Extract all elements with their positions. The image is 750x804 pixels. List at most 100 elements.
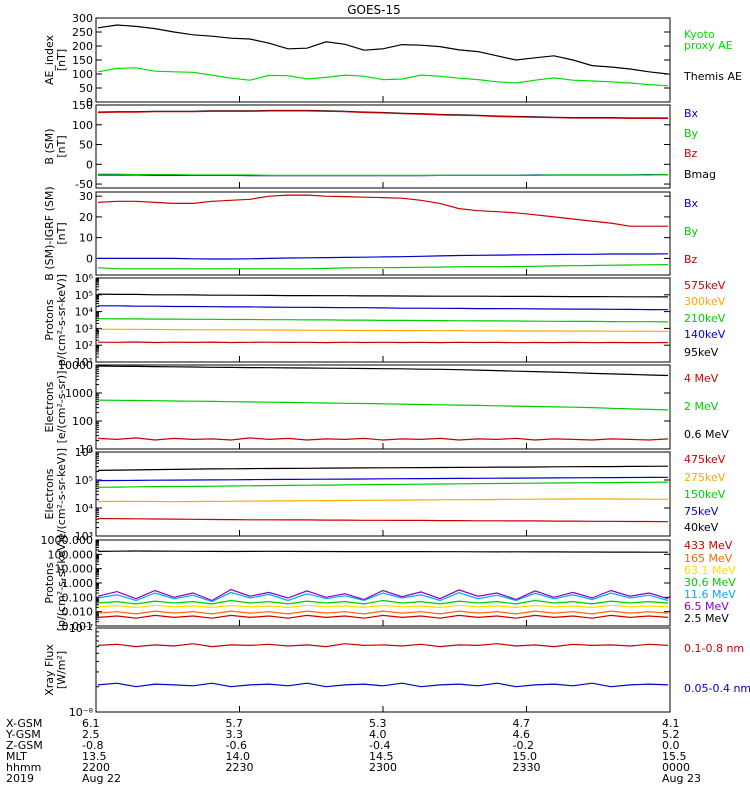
y-tick-label: 20 xyxy=(79,211,93,224)
axis-table-cell: -0.8 xyxy=(82,739,103,752)
series-by xyxy=(97,264,669,270)
y-tick-label: 50 xyxy=(79,139,93,152)
y-tick-label: 1.000 xyxy=(62,577,94,590)
legend-bz: Bz xyxy=(684,253,698,266)
y-tick-label: 10⁵ xyxy=(75,289,93,302)
axis-table-cell: 5.7 xyxy=(226,717,244,730)
legend-2-5-mev: 2.5 MeV xyxy=(684,612,729,625)
series-475kev xyxy=(97,517,669,523)
axis-table-cell: Aug 23 xyxy=(662,772,701,785)
panel-frame xyxy=(95,627,671,713)
legend-2-mev: 2 MeV xyxy=(684,400,719,413)
axis-table-cell: 0.0 xyxy=(662,739,680,752)
y-tick-label: 10³ xyxy=(75,530,93,543)
y-axis-label: Electrons xyxy=(43,468,56,519)
axis-table-cell: 4.1 xyxy=(662,717,680,730)
series-11-6-mev xyxy=(97,591,669,603)
series-0-6-mev xyxy=(97,365,669,377)
y-axis-label: Xray Flux xyxy=(43,644,56,696)
legend-210kev: 210keV xyxy=(684,312,726,325)
series-2-5-mev xyxy=(97,550,668,553)
y-tick-label: 0 xyxy=(86,96,93,109)
y-tick-label: 0.001 xyxy=(62,620,94,633)
series-75kev xyxy=(97,476,669,482)
legend-kyoto: Kyoto xyxy=(684,28,715,41)
y-axis-label: [p/(cm²-s-sr-keV)] xyxy=(55,535,68,632)
y-tick-label: 300 xyxy=(72,12,93,25)
legend-by: By xyxy=(684,225,699,238)
series-bx xyxy=(98,253,669,260)
series-210kev xyxy=(97,318,669,323)
y-tick-label: 10.000 xyxy=(55,563,94,576)
axis-row-label: X-GSM xyxy=(6,717,42,730)
series-by xyxy=(98,173,669,176)
axis-table-cell: 15.0 xyxy=(513,750,538,763)
series-4-mev xyxy=(97,437,669,441)
legend-575kev: 575keV xyxy=(684,279,726,292)
legend-bx: Bx xyxy=(684,197,699,210)
panel-4: 10⁶ 10⁵ 10⁴ 10³ 10² 10¹ Protons p/(cm²-s-sr-keV… xyxy=(43,272,726,369)
y-tick-label: 1000.000 xyxy=(41,534,94,547)
series-themis-ae xyxy=(97,24,669,75)
axis-table-cell: 2300 xyxy=(369,761,397,774)
legend-0-05-0-4-nm: 0.05-0.4 nm xyxy=(684,682,750,695)
legend-bz: Bz xyxy=(684,147,698,160)
panel-3: 30 20 10 0 B (SM)-IGRF (SM) [nT] Bx By Bz xyxy=(43,186,699,280)
y-tick-label: 10 xyxy=(79,232,93,245)
series-30-6-mev xyxy=(97,599,669,605)
series-300kev xyxy=(97,328,668,332)
series-0-05-0-4-nm xyxy=(97,682,669,688)
y-tick-label: 0.010 xyxy=(62,606,94,619)
legend-bx: Bx xyxy=(684,107,699,120)
axis-table-cell: -0.2 xyxy=(513,739,534,752)
axis-table-cell: 3.3 xyxy=(226,728,244,741)
legend-11-6-mev: 11.6 MeV xyxy=(684,588,736,601)
axis-row-label: hhmm xyxy=(6,761,41,774)
legend-95kev: 95keV xyxy=(684,346,719,359)
y-axis-label: [nT] xyxy=(55,49,68,71)
y-axis-label: [nT] xyxy=(55,222,68,244)
panel-2: 150 100 50 0 -50 B (SM) [nT] Bx By Bz Bmag xyxy=(43,99,716,191)
series-proxy-ae xyxy=(97,67,669,87)
axis-table-cell: 4.7 xyxy=(513,717,531,730)
y-tick-label: 10⁻⁸ xyxy=(69,706,94,719)
axis-table-cell: 14.0 xyxy=(226,750,251,763)
y-tick-label: 10⁴ xyxy=(75,306,94,319)
y-tick-label: 10⁴ xyxy=(75,502,94,515)
axis-table-cell: 15.5 xyxy=(662,750,687,763)
legend-40kev: 40keV xyxy=(684,521,719,534)
legend-275kev: 275keV xyxy=(684,471,726,484)
legend-bmag: Bmag xyxy=(684,168,716,181)
series-40kev xyxy=(97,465,669,471)
y-tick-label: 30 xyxy=(79,190,93,203)
series-2-mev xyxy=(97,399,669,411)
y-tick-label: 100 xyxy=(72,119,93,132)
series-95kev xyxy=(97,293,669,298)
axis-table-cell: 2200 xyxy=(82,761,110,774)
y-tick-label: 10⁶ xyxy=(75,446,94,459)
panel-frame xyxy=(95,191,671,276)
panel-5: 10000 1000 100 10 Electrons [e/(cm²-s-sr)] 4 M… xyxy=(43,359,729,456)
legend-165-mev: 165 MeV xyxy=(684,552,733,565)
legend-themis-ae: Themis AE xyxy=(683,70,742,83)
y-tick-label: 150 xyxy=(72,99,93,112)
axis-row-label: Y-GSM xyxy=(5,728,41,741)
panel-8: 10⁻⁷ 10⁻⁸ Xray Flux [W/m²] 0.1-0.8 nm 0.05-0.… xyxy=(43,622,750,719)
y-tick-label: 10000 xyxy=(58,359,93,372)
y-axis-label: Electrons xyxy=(43,381,56,432)
y-axis-label: e/(cm²-s-sr-keV)] xyxy=(55,448,68,540)
axis-table-cell: 2230 xyxy=(226,761,254,774)
axis-table-cell: -0.6 xyxy=(226,739,247,752)
y-tick-label: 100 xyxy=(72,415,93,428)
axis-table-cell: 0000 xyxy=(662,761,690,774)
series-6-5-mev xyxy=(97,588,669,602)
axis-table-cell: 2330 xyxy=(513,761,541,774)
legend-75kev: 75keV xyxy=(684,505,719,518)
legend-by: By xyxy=(684,127,699,140)
panel-frame xyxy=(95,17,671,103)
panel-frame xyxy=(95,451,671,537)
y-tick-label: 100.000 xyxy=(48,548,94,561)
axis-table-cell: 4.6 xyxy=(513,728,531,741)
